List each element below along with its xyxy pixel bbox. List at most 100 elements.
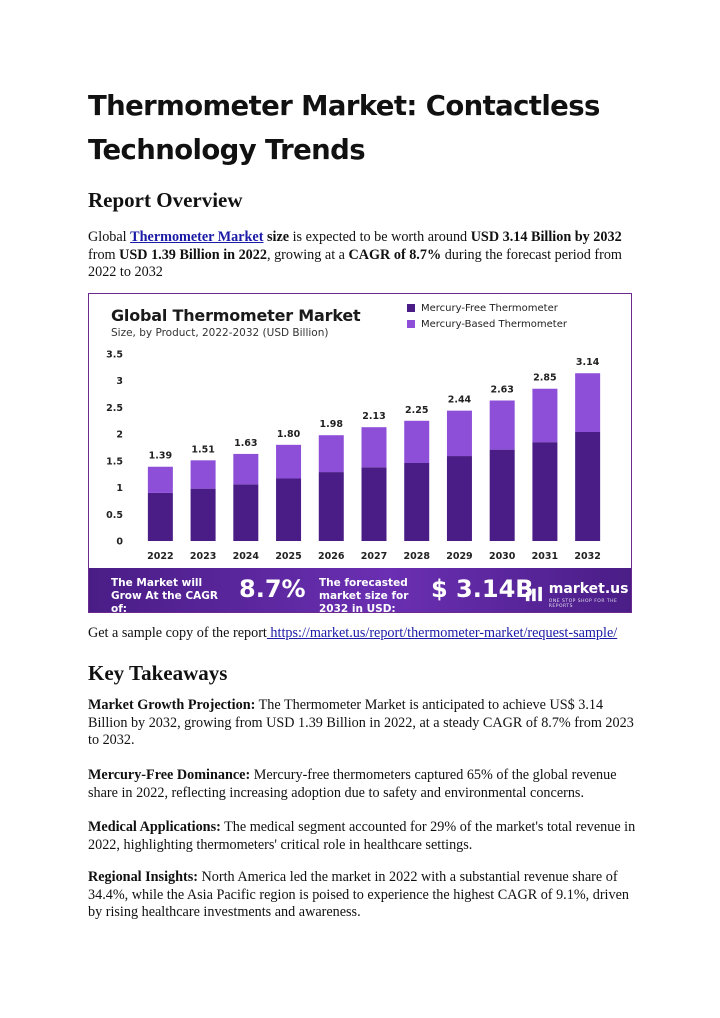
overview-bold: size	[263, 229, 290, 245]
x-tick-label: 2022	[147, 551, 173, 562]
chart-title: Global Thermometer Market	[111, 306, 361, 325]
banner-forecast-value: $ 3.14B	[431, 575, 534, 603]
takeaway-medical: Medical Applications: The medical segmen…	[88, 819, 636, 854]
sample-request-link[interactable]: https://market.us/report/thermometer-mar…	[266, 625, 618, 641]
legend-swatch	[407, 320, 415, 328]
y-tick-label: 2.5	[106, 403, 123, 414]
bar-total-label: 2.85	[533, 373, 556, 384]
bar-mercury-based	[276, 444, 302, 479]
bar-total-label: 1.63	[234, 438, 257, 449]
sample-copy-line: Get a sample copy of the report https://…	[88, 625, 636, 643]
y-tick-label: 0	[116, 537, 123, 548]
takeaway-label: Regional Insights:	[88, 869, 198, 885]
overview-paragraph: Global Thermometer Market size is expect…	[88, 229, 636, 282]
bar-mercury-based	[190, 460, 216, 489]
takeaway-text: The medical segment accounted for 29% of…	[88, 819, 636, 853]
overview-bold: USD 1.39 Billion in 2022	[119, 246, 267, 263]
bar-mercury-free	[233, 484, 259, 541]
overview-text: from	[88, 246, 120, 263]
legend-item-mercury-based: Mercury-Based Thermometer	[407, 316, 567, 332]
bar-mercury-based	[318, 435, 344, 473]
bar-mercury-based	[532, 388, 558, 443]
bar-mercury-based	[404, 420, 430, 463]
x-tick-label: 2023	[190, 551, 216, 562]
bar-mercury-free	[147, 492, 173, 541]
banner-cagr-caption: The Market will Grow At the CAGR of:	[111, 577, 218, 613]
takeaway-text: North America led the market in 2022 wit…	[88, 869, 629, 920]
bar-total-label: 1.80	[277, 429, 301, 440]
y-tick-label: 2	[116, 430, 123, 441]
x-tick-label: 2024	[233, 551, 260, 562]
marketus-logo: market.us ONE STOP SHOP FOR THE REPORTS	[525, 578, 631, 609]
y-tick-label: 1.5	[106, 456, 123, 467]
banner-forecast-caption: The forecasted market size for 2032 in U…	[319, 577, 409, 613]
takeaway-text: Mercury-free thermometers captured 65% o…	[88, 767, 617, 801]
market-chart-infographic: Global Thermometer Market Size, by Produ…	[88, 293, 632, 613]
logo-wordmark: market.us ONE STOP SHOP FOR THE REPORTS	[548, 578, 631, 609]
chart-legend: Mercury-Free Thermometer Mercury-Based T…	[407, 300, 567, 332]
bar-mercury-based	[446, 410, 472, 457]
takeaway-label: Market Growth Projection:	[88, 697, 256, 713]
takeaway-mercury-free: Mercury-Free Dominance: Mercury-free the…	[88, 767, 636, 802]
takeaway-text: The Thermometer Market is anticipated to…	[88, 697, 634, 748]
x-tick-label: 2028	[404, 551, 431, 562]
bar-mercury-free	[575, 432, 601, 541]
bar-mercury-free	[532, 442, 558, 541]
overview-text: is expected to be worth around	[289, 229, 471, 245]
cagr-banner: The Market will Grow At the CAGR of: 8.7…	[89, 568, 631, 613]
takeaway-market-growth: Market Growth Projection: The Thermomete…	[88, 697, 636, 750]
overview-text: during the forecast period from 2022 to …	[88, 246, 622, 281]
takeaway-label: Medical Applications:	[88, 819, 221, 835]
bar-mercury-based	[233, 453, 259, 485]
bar-total-label: 2.63	[490, 384, 513, 395]
key-takeaways-heading: Key Takeaways	[88, 661, 228, 685]
banner-cagr-value: 8.7%	[239, 575, 306, 603]
bar-mercury-based	[489, 400, 515, 450]
logo-text: market.us	[548, 581, 629, 597]
report-overview-heading: Report Overview	[88, 188, 243, 212]
x-tick-label: 2029	[446, 551, 472, 562]
y-tick-label: 0.5	[106, 510, 123, 521]
bar-total-label: 2.25	[405, 405, 428, 416]
legend-item-mercury-free: Mercury-Free Thermometer	[407, 300, 567, 316]
legend-label: Mercury-Free Thermometer	[421, 302, 558, 314]
y-tick-label: 1	[116, 483, 123, 494]
bar-mercury-free	[489, 449, 515, 541]
bar-chart: 0 0.5 1 1.5 2 2.5 3 3.5 1.39 2022 1.51 2023 1.63 2024…	[106, 350, 601, 563]
page-title: Thermometer Market: Contactless Technolo…	[88, 90, 600, 166]
takeaway-regional: Regional Insights: North America led the…	[88, 869, 636, 922]
x-tick-label: 2025	[275, 551, 301, 562]
bar-total-label: 1.98	[320, 419, 344, 430]
bar-mercury-based	[147, 466, 173, 493]
x-tick-label: 2027	[361, 551, 387, 562]
bar-mercury-based	[575, 373, 601, 433]
bar-mercury-free	[404, 462, 430, 541]
bar-mercury-free	[276, 478, 302, 541]
overview-bold: CAGR of 8.7%	[348, 246, 442, 263]
overview-text: , growing at a	[266, 246, 349, 263]
overview-bold: USD 3.14 Billion by 2032	[470, 229, 622, 245]
bar-total-label: 1.39	[149, 451, 172, 462]
bar-mercury-free	[361, 467, 387, 541]
legend-swatch	[407, 304, 415, 312]
overview-text: Global	[88, 229, 131, 245]
thermometer-market-link[interactable]: Thermometer Market	[130, 229, 264, 245]
logo-tagline: ONE STOP SHOP FOR THE REPORTS	[548, 599, 618, 609]
x-tick-label: 2032	[574, 551, 600, 562]
x-tick-label: 2031	[532, 551, 558, 562]
bar-total-label: 1.51	[191, 444, 214, 455]
legend-label: Mercury-Based Thermometer	[421, 318, 567, 330]
bar-total-label: 3.14	[576, 357, 600, 368]
marketus-logo-icon	[525, 586, 542, 601]
x-tick-label: 2030	[489, 551, 516, 562]
chart-subtitle: Size, by Product, 2022-2032 (USD Billion…	[111, 327, 329, 339]
y-tick-label: 3.5	[106, 350, 123, 361]
bar-total-label: 2.44	[448, 395, 472, 406]
bar-mercury-free	[190, 488, 216, 541]
bar-mercury-based	[361, 427, 387, 468]
bar-mercury-free	[318, 472, 344, 541]
takeaway-label: Mercury-Free Dominance:	[88, 767, 251, 783]
y-tick-label: 3	[116, 376, 123, 387]
x-tick-label: 2026	[318, 551, 345, 562]
